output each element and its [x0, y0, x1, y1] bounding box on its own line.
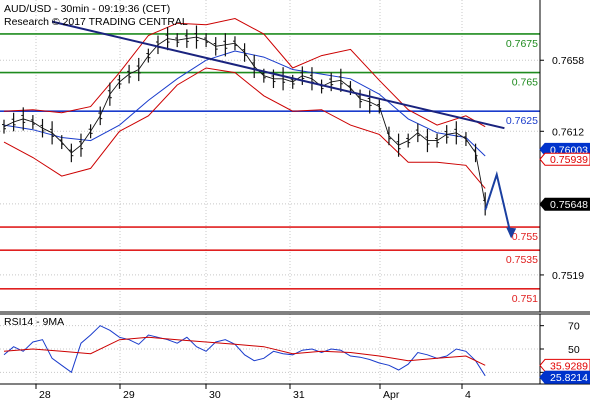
- bollinger-upper-line: [3, 17, 486, 128]
- bands-layer: [3, 17, 486, 189]
- price-tag-label: 35.9289: [550, 360, 588, 372]
- price-layer: [2, 25, 488, 216]
- price-line: [3, 36, 486, 204]
- rsi-title: RSI14 - 9MA: [4, 316, 64, 328]
- price-tag-label: 0.75939: [550, 154, 588, 166]
- price-tag-label: 25.8214: [550, 372, 588, 384]
- chart-subtitle: Research © 2017 TRADING CENTRAL: [4, 16, 188, 28]
- level-label: 0.751: [512, 293, 538, 305]
- x-tick-label: 4: [465, 389, 471, 400]
- x-tick-label: 30: [209, 389, 221, 400]
- trend-line: [51, 20, 505, 130]
- price-tag-box: [539, 358, 590, 372]
- rsi-layer: [3, 325, 486, 377]
- x-tick-label: 28: [39, 389, 51, 400]
- rsi14-line: [3, 325, 486, 377]
- price-tag-box: [539, 370, 590, 384]
- x-tick-label: Apr: [383, 389, 400, 400]
- annotation-layer: [51, 20, 517, 239]
- forecast-arrow: [484, 170, 513, 237]
- moving-average-line: [3, 50, 486, 157]
- price-tag-label: 0.75648: [550, 199, 588, 211]
- bollinger-lower-line: [3, 67, 486, 189]
- x-tick-label: 29: [123, 389, 135, 400]
- chart-title: AUD/USD - 30min - 09:19:36 (CET): [4, 3, 170, 15]
- x-tick-label: 31: [293, 389, 305, 400]
- level-label: 0.7625: [506, 115, 538, 127]
- main-panel-background: [0, 0, 540, 312]
- y-tick-label: 0.7519: [552, 270, 584, 282]
- y-tick-label: 50: [568, 344, 580, 356]
- level-label: 0.765: [512, 77, 538, 89]
- y-tick-label: 70: [568, 321, 580, 333]
- 9ma-line: [3, 336, 486, 366]
- forecast-arrowhead: [506, 227, 517, 239]
- price-tag-box: [539, 197, 590, 211]
- level-label: 0.755: [512, 231, 538, 243]
- level-label: 0.7535: [506, 254, 538, 266]
- price-tag-box: [539, 152, 590, 166]
- level-label: 0.7675: [506, 38, 538, 50]
- y-tick-label: 0.7612: [552, 126, 584, 138]
- y-tick-label: 0.7658: [552, 55, 584, 67]
